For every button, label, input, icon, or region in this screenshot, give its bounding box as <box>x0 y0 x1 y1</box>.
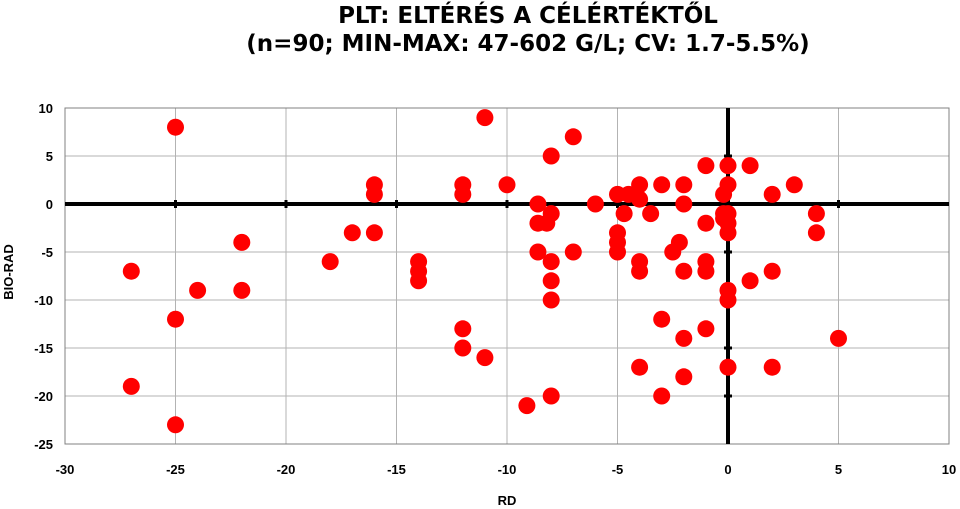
data-point <box>719 291 737 309</box>
data-point <box>719 224 737 242</box>
x-tick-label: -30 <box>56 462 75 477</box>
data-point <box>167 416 184 434</box>
x-tick-label: 5 <box>835 462 842 477</box>
y-tick-label: -10 <box>34 293 53 308</box>
data-point <box>542 147 560 165</box>
data-point <box>586 195 604 213</box>
data-point <box>564 243 582 261</box>
x-tick-label: -25 <box>166 462 185 477</box>
data-point <box>697 214 715 232</box>
data-point <box>476 109 494 127</box>
data-point <box>365 185 383 203</box>
data-point <box>631 190 649 208</box>
grid-lines <box>65 108 949 444</box>
data-point <box>122 262 140 280</box>
plot-border <box>64 107 950 445</box>
data-points <box>122 109 847 434</box>
data-point <box>653 310 671 328</box>
data-point <box>697 157 715 175</box>
y-tick-label: -20 <box>34 389 53 404</box>
data-point <box>410 272 428 290</box>
data-point <box>763 185 781 203</box>
data-point <box>675 262 693 280</box>
data-point <box>609 243 626 261</box>
data-point <box>670 233 688 251</box>
data-point <box>518 397 536 415</box>
x-axis-title: RD <box>498 493 517 508</box>
data-point <box>653 387 671 405</box>
data-point <box>542 387 560 405</box>
data-point <box>631 358 649 376</box>
chart-title: PLT: ELTÉRÉS A CÉLÉRTÉKTŐL <box>338 3 718 29</box>
data-point <box>167 118 184 136</box>
data-point <box>631 176 649 194</box>
x-tick-label: -5 <box>612 462 624 477</box>
x-tick-label: -20 <box>277 462 296 477</box>
data-point <box>653 176 671 194</box>
data-point <box>675 368 693 386</box>
data-point <box>763 262 781 280</box>
data-point <box>642 205 660 223</box>
y-tick-label: -25 <box>34 437 53 452</box>
data-point <box>564 128 582 146</box>
data-point <box>785 176 803 194</box>
y-tick-label: -5 <box>41 245 53 260</box>
data-point <box>321 253 339 271</box>
data-point <box>454 320 472 338</box>
data-point <box>542 272 560 290</box>
data-point <box>189 281 207 299</box>
data-point <box>365 224 383 242</box>
y-axis-ticks: -25 -20 -15 -10 -5 0 5 10 <box>34 101 732 452</box>
data-point <box>675 195 693 213</box>
data-point <box>529 243 547 261</box>
data-point <box>476 349 494 367</box>
data-point <box>233 233 251 251</box>
data-point <box>167 310 184 328</box>
data-point <box>542 253 560 271</box>
data-point <box>719 358 737 376</box>
data-point <box>763 358 781 376</box>
data-point <box>830 329 847 347</box>
data-point <box>719 157 737 175</box>
x-tick-label: -15 <box>387 462 406 477</box>
data-point <box>122 377 140 395</box>
data-point <box>675 176 693 194</box>
data-point <box>454 339 472 357</box>
data-point <box>542 291 560 309</box>
chart-title-block: PLT: ELTÉRÉS A CÉLÉRTÉKTŐL (n=90; MIN-MA… <box>0 2 960 58</box>
data-point <box>498 176 516 194</box>
y-axis-title: BIO-RAD <box>1 244 16 300</box>
y-tick-label: 5 <box>46 149 53 164</box>
data-point <box>343 224 361 242</box>
data-point <box>697 262 715 280</box>
y-tick-label: 0 <box>46 197 53 212</box>
y-tick-label: 10 <box>39 101 53 116</box>
data-point <box>538 214 556 232</box>
data-point <box>233 281 251 299</box>
data-point <box>741 157 759 175</box>
x-tick-label: -10 <box>498 462 517 477</box>
y-tick-label: -15 <box>34 341 53 356</box>
data-point <box>529 195 547 213</box>
x-tick-label: 0 <box>724 462 731 477</box>
data-point <box>454 185 472 203</box>
data-point <box>807 224 825 242</box>
data-point <box>697 320 715 338</box>
data-point <box>741 272 759 290</box>
x-tick-label: 10 <box>942 462 956 477</box>
data-point <box>675 329 693 347</box>
chart-subtitle: (n=90; MIN-MAX: 47-602 G/L; CV: 1.7-5.5%… <box>246 31 810 57</box>
data-point <box>807 205 825 223</box>
data-point <box>719 176 737 194</box>
data-point <box>615 205 633 223</box>
data-point <box>631 262 649 280</box>
